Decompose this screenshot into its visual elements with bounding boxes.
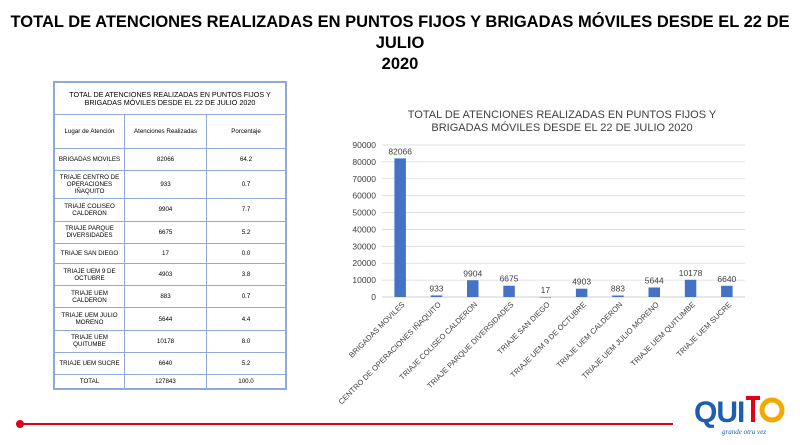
- chart-y-tick-label: 70000: [352, 174, 376, 184]
- chart-data-label: 6675: [500, 274, 519, 284]
- table-total-row: TOTAL 127843 100.0: [54, 374, 286, 390]
- table-cell-count: 883: [124, 285, 207, 309]
- chart-data-label: 4903: [572, 277, 591, 287]
- chart-y-tick-label: 20000: [352, 258, 376, 268]
- page-title-line2: 2020: [381, 55, 419, 73]
- summary-table: TOTAL DE ATENCIONES REALIZADAS EN PUNTOS…: [53, 81, 287, 391]
- table-cell-place: TRIAJE CENTRO DE OPERACIONES IÑAQUITO: [54, 170, 125, 200]
- chart-x-tick-label: TRIAJE UEM QUITUMBE: [629, 300, 697, 368]
- table-cell-count: 82066: [124, 147, 207, 172]
- chart-bars: [394, 158, 733, 298]
- table-cell-place: TRIAJE UEM 9 DE OCTUBRE: [54, 262, 125, 287]
- chart-data-labels: 82066 933 9904 6675 17 4903 883 5644 10178 6640: [388, 146, 736, 295]
- chart-x-tick-label: TRIAJE UEM JULIO MORENO: [580, 300, 661, 381]
- chart-y-tick-label: 60000: [352, 191, 376, 201]
- table-cell-percent: 3.8: [206, 262, 286, 287]
- table-row: TRIAJE UEM SUCRE 6640 5.2: [54, 352, 286, 376]
- svg-text:QUI: QUI: [694, 396, 744, 429]
- chart-y-tick-label: 90000: [352, 140, 376, 150]
- table-cell-place: TRIAJE UEM CALDERON: [54, 285, 125, 309]
- chart-x-tick-label: TRIAJE UEM CALDERON: [555, 300, 625, 370]
- chart-title-line2: BRIGADAS MÓVILES DESDE EL 22 DE JULIO 20…: [431, 121, 692, 134]
- chart-data-label: 17: [541, 285, 551, 295]
- footer-dot: [16, 420, 24, 428]
- chart-y-tick-label: 80000: [352, 157, 376, 167]
- chart-data-label: 9904: [463, 268, 482, 278]
- table-row: TRIAJE UEM QUITUMBE 10178 8.0: [54, 329, 286, 354]
- chart-y-tick-label: 10000: [352, 275, 376, 285]
- chart-bar: [648, 287, 660, 297]
- table-cell-count: 10178: [124, 329, 207, 354]
- table-header-place: Lugar de Atención: [54, 114, 125, 149]
- chart-title-line1: TOTAL DE ATENCIONES REALIZADAS EN PUNTOS…: [408, 109, 717, 121]
- table-cell-place: TRIAJE UEM SUCRE: [54, 352, 125, 376]
- chart-bar: [430, 295, 443, 297]
- chart-bar: [612, 295, 624, 297]
- table-total-label: TOTAL: [54, 374, 125, 390]
- chart-bar: [575, 288, 588, 297]
- table-cell-percent: 0.7: [206, 170, 286, 200]
- footer-divider: [18, 423, 673, 425]
- chart-y-axis: 0 10000 20000 30000 40000 50000 60000 70000 8000…: [352, 140, 376, 302]
- table-row: TRIAJE UEM JULIO MORENO 5644 4.4: [54, 307, 286, 331]
- chart-y-tick-label: 50000: [352, 208, 376, 218]
- table-cell-place: TRIAJE UEM JULIO MORENO: [54, 307, 125, 331]
- table-cell-count: 4903: [124, 262, 207, 287]
- table-cell-percent: 8.0: [206, 329, 286, 354]
- table-cell-place: BRIGADAS MOVILES: [54, 147, 125, 172]
- table-cell-place: TRIAJE SAN DIEGO: [54, 242, 125, 264]
- bar-chart: TOTAL DE ATENCIONES REALIZADAS EN PUNTOS…: [337, 109, 745, 406]
- table-cell-count: 6675: [124, 220, 207, 244]
- quito-logo: QUI grande otra vez: [694, 396, 785, 436]
- table-cell-count: 9904: [124, 198, 207, 222]
- chart-x-tick-label: TRIAJE UEM 9 DE OCTUBRE: [509, 300, 588, 379]
- chart-bar: [684, 279, 697, 297]
- table-cell-count: 6640: [124, 352, 207, 376]
- table-header-count: Atenciones Realizadas: [124, 114, 207, 149]
- chart-bar: [467, 280, 479, 297]
- table-cell-percent: 64.2: [206, 147, 286, 172]
- table-row: TRIAJE UEM CALDERON 883 0.7: [54, 285, 286, 309]
- chart-data-label: 883: [611, 284, 625, 294]
- table-cell-percent: 4.4: [206, 307, 286, 331]
- chart-y-tick-label: 40000: [352, 224, 376, 234]
- table-row: TRIAJE COLISEO CALDERON 9904 7.7: [54, 198, 286, 222]
- table-cell-percent: 5.2: [206, 352, 286, 376]
- chart-bar: [539, 296, 552, 298]
- chart-bar: [721, 285, 733, 297]
- table-row: TRIAJE UEM 9 DE OCTUBRE 4903 3.8: [54, 262, 286, 287]
- chart-data-label: 82066: [388, 146, 412, 156]
- chart-data-label: 5644: [645, 275, 664, 285]
- table-cell-percent: 0.7: [206, 285, 286, 309]
- table-cell-place: TRIAJE UEM QUITUMBE: [54, 329, 125, 354]
- chart-bar: [503, 285, 515, 297]
- table-row: TRIAJE CENTRO DE OPERACIONES IÑAQUITO 93…: [54, 170, 286, 200]
- table-header-percent: Porcentaje: [206, 114, 286, 149]
- table-cell-count: 5644: [124, 307, 207, 331]
- svg-text:grande otra vez: grande otra vez: [722, 428, 766, 436]
- chart-y-tick-label: 0: [371, 292, 376, 302]
- chart-data-label: 10178: [679, 268, 703, 278]
- table-cell-percent: 0.0: [206, 242, 286, 264]
- table-row: BRIGADAS MOVILES 82066 64.2: [54, 147, 286, 172]
- table-cell-percent: 5.2: [206, 220, 286, 244]
- chart-data-label: 933: [429, 283, 443, 293]
- table-cell-place: TRIAJE PARQUE DIVERSIDADES: [54, 220, 125, 244]
- table-row: TRIAJE PARQUE DIVERSIDADES 6675 5.2: [54, 220, 286, 244]
- table-row: TRIAJE SAN DIEGO 17 0.0: [54, 242, 286, 264]
- chart-bar: [394, 158, 406, 297]
- table-total-percent: 100.0: [206, 374, 286, 390]
- table-cell-count: 17: [124, 242, 207, 264]
- table-cell-percent: 7.7: [206, 198, 286, 222]
- chart-data-label: 6640: [717, 274, 736, 284]
- table-title: TOTAL DE ATENCIONES REALIZADAS EN PUNTOS…: [54, 82, 286, 115]
- table-total-count: 127843: [124, 374, 207, 390]
- page-title-line1: TOTAL DE ATENCIONES REALIZADAS EN PUNTOS…: [10, 13, 790, 52]
- chart-gridlines: [382, 144, 745, 298]
- page-title: TOTAL DE ATENCIONES REALIZADAS EN PUNTOS…: [0, 12, 800, 75]
- chart-y-tick-label: 30000: [352, 241, 376, 251]
- table-cell-place: TRIAJE COLISEO CALDERON: [54, 198, 125, 222]
- table-cell-count: 933: [124, 170, 207, 200]
